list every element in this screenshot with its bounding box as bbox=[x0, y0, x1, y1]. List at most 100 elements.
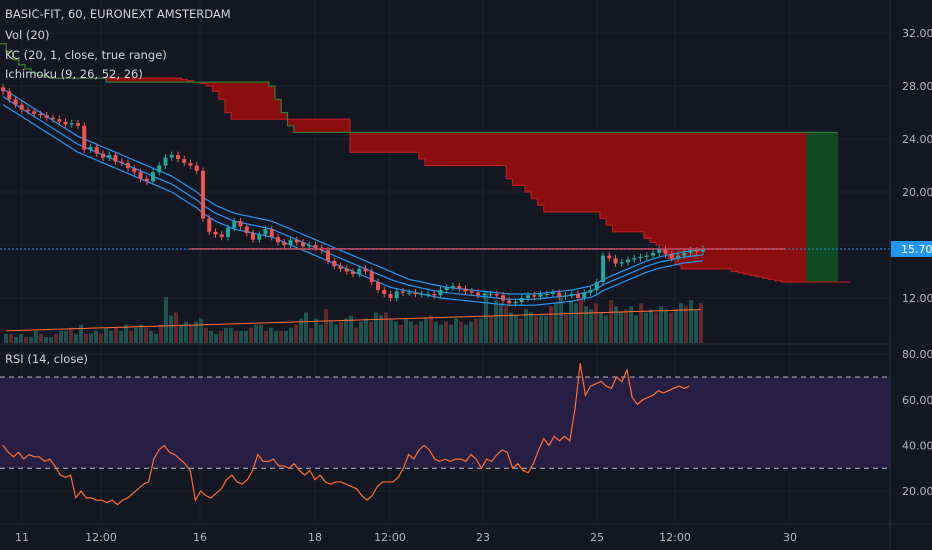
cloud-segment bbox=[256, 82, 263, 120]
volume-bar bbox=[594, 303, 598, 343]
candle-body bbox=[526, 295, 530, 298]
volume-bar bbox=[389, 318, 393, 343]
volume-bar bbox=[429, 315, 433, 343]
volume-bar bbox=[519, 318, 523, 343]
cloud-span-a bbox=[0, 43, 850, 283]
cloud-segment bbox=[450, 132, 457, 166]
volume-bar bbox=[204, 327, 208, 343]
candle-body bbox=[601, 255, 605, 283]
cloud-segment bbox=[712, 132, 720, 269]
candle-body bbox=[307, 245, 312, 247]
candle-body bbox=[82, 125, 87, 150]
volume-bar bbox=[529, 312, 533, 343]
volume-bar bbox=[284, 330, 288, 343]
candle-body bbox=[701, 248, 705, 252]
candle-body bbox=[238, 221, 243, 227]
price-tick-label: 28.00 bbox=[902, 80, 932, 93]
candle-body bbox=[7, 91, 12, 100]
price-tick-label: 12.00 bbox=[902, 292, 932, 305]
volume-bar bbox=[119, 330, 123, 343]
candle-body bbox=[438, 290, 443, 296]
kc-basis-line bbox=[2, 96, 704, 300]
cloud-segment bbox=[656, 132, 663, 245]
candle-body bbox=[251, 233, 255, 240]
volume-bar bbox=[339, 321, 343, 343]
candle-body bbox=[551, 292, 555, 294]
cloud-segment bbox=[693, 132, 701, 269]
candle-body bbox=[301, 242, 305, 247]
volume-bars bbox=[4, 291, 703, 343]
candle-body bbox=[369, 271, 374, 283]
cloud-segment bbox=[231, 82, 238, 120]
candle-body bbox=[44, 115, 49, 118]
volume-bar bbox=[254, 324, 258, 343]
candle-body bbox=[151, 172, 155, 182]
cloud-segment bbox=[831, 132, 838, 283]
volume-bar bbox=[159, 324, 163, 343]
candle-body bbox=[113, 154, 118, 162]
volume-bar bbox=[249, 327, 253, 343]
candle-body bbox=[101, 153, 105, 158]
candle-body bbox=[501, 295, 505, 301]
volume-bar bbox=[214, 333, 218, 343]
candle-body bbox=[313, 245, 318, 248]
volume-ma-line bbox=[5, 309, 702, 332]
cloud-segment bbox=[343, 119, 351, 133]
volume-bar bbox=[374, 312, 378, 343]
cloud-segment bbox=[150, 78, 157, 83]
legend-rsi[interactable]: RSI (14, close) bbox=[5, 352, 88, 366]
volume-bar bbox=[699, 303, 703, 343]
candle-body bbox=[63, 121, 68, 125]
cloud-segment bbox=[650, 132, 657, 243]
cloud-segment bbox=[350, 132, 357, 153]
candle-body bbox=[644, 255, 649, 257]
cloud-segment bbox=[406, 132, 413, 153]
candle-body bbox=[169, 154, 174, 158]
cloud-segment bbox=[381, 132, 388, 153]
candle-body bbox=[626, 259, 630, 263]
legend-vol[interactable]: Vol (20) bbox=[5, 28, 50, 42]
candle-body bbox=[463, 288, 468, 292]
volume-bar bbox=[344, 318, 348, 343]
cloud-segment bbox=[431, 132, 438, 166]
candle-body bbox=[544, 294, 549, 295]
cloud-segment bbox=[181, 79, 188, 83]
volume-bar bbox=[154, 333, 158, 343]
cloud-segment bbox=[743, 132, 751, 275]
volume-bar bbox=[444, 321, 448, 343]
volume-bar bbox=[609, 300, 613, 343]
volume-bar bbox=[139, 324, 143, 343]
cloud-segment bbox=[293, 119, 301, 133]
cloud-segment bbox=[337, 119, 345, 133]
volume-bar bbox=[169, 315, 173, 343]
volume-bar bbox=[84, 333, 88, 343]
volume-bar bbox=[134, 327, 138, 343]
volume-bar bbox=[534, 315, 538, 343]
volume-bar bbox=[99, 333, 103, 343]
candle-body bbox=[13, 99, 18, 105]
volume-bar bbox=[679, 303, 683, 343]
candle-body bbox=[163, 157, 168, 166]
cloud-segment bbox=[675, 132, 682, 265]
volume-bar bbox=[514, 315, 518, 343]
candle-body bbox=[432, 294, 437, 296]
volume-bar bbox=[224, 327, 228, 343]
price-axis[interactable]: 32.00 28.00 24.00 20.00 12.00 bbox=[902, 27, 932, 305]
cloud-segment bbox=[706, 132, 713, 269]
time-axis[interactable]: 11 12:00 16 18 12:00 23 25 12:00 30 bbox=[15, 531, 797, 544]
volume-bar bbox=[589, 309, 593, 343]
cloud-segment bbox=[462, 132, 470, 166]
cloud-segment bbox=[300, 119, 307, 133]
cloud-segment bbox=[325, 119, 332, 133]
legend-kc[interactable]: KC (20, 1, close, true range) bbox=[5, 48, 167, 62]
legend-ichimoku[interactable]: Ichimoku (9, 26, 52, 26) bbox=[5, 67, 143, 81]
volume-bar bbox=[259, 324, 263, 343]
volume-bar bbox=[129, 330, 133, 343]
rsi-tick-label: 60.00 bbox=[902, 394, 932, 407]
candle-body bbox=[576, 294, 580, 298]
candle-body bbox=[388, 294, 393, 298]
legend-symbol[interactable]: BASIC-FIT, 60, EURONEXT AMSTERDAM bbox=[5, 7, 231, 21]
volume-bar bbox=[559, 297, 563, 343]
rsi-axis[interactable]: 80.00 60.00 40.00 20.00 bbox=[902, 348, 932, 498]
cloud-segment bbox=[243, 82, 251, 120]
